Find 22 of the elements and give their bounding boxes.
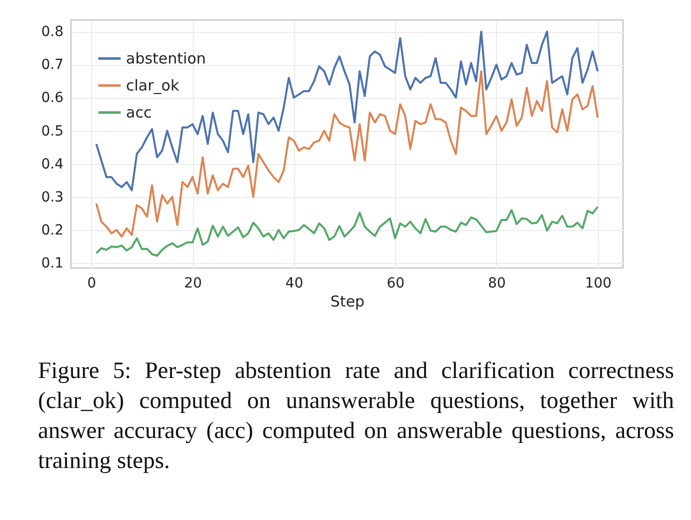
line-series bbox=[95, 30, 599, 192]
y-tick-label: 0.7 bbox=[41, 57, 64, 74]
legend-label: acc bbox=[126, 104, 152, 122]
legend-label: abstention bbox=[126, 50, 206, 68]
y-tick-label: 0.8 bbox=[41, 24, 64, 40]
x-tick-label: 0 bbox=[87, 276, 96, 292]
x-tick-label: 80 bbox=[488, 276, 506, 292]
y-tick-label: 0.5 bbox=[41, 123, 64, 140]
y-tick-label: 0.2 bbox=[41, 222, 64, 238]
caption: Figure 5: Per-step abstention rate and clarification correctness (clar_ok) computed on unanswerable questions, together with answer accuracy (acc) computed on answerable questions, across training steps. bbox=[38, 357, 674, 476]
legend-label: clar_ok bbox=[126, 76, 180, 94]
x-tick-label: 40 bbox=[285, 276, 304, 292]
line-series bbox=[95, 70, 599, 238]
x-tick-label: 100 bbox=[584, 276, 612, 292]
line-series bbox=[95, 206, 599, 257]
y-tick-label: 0.4 bbox=[41, 156, 64, 172]
x-axis-title: Step bbox=[330, 292, 365, 310]
y-tick-label: 0.1 bbox=[41, 256, 64, 272]
x-tick-label: 20 bbox=[184, 276, 202, 292]
x-tick-label: 60 bbox=[386, 276, 405, 292]
y-tick-label: 0.6 bbox=[41, 90, 64, 106]
y-tick-label: 0.3 bbox=[41, 189, 64, 206]
